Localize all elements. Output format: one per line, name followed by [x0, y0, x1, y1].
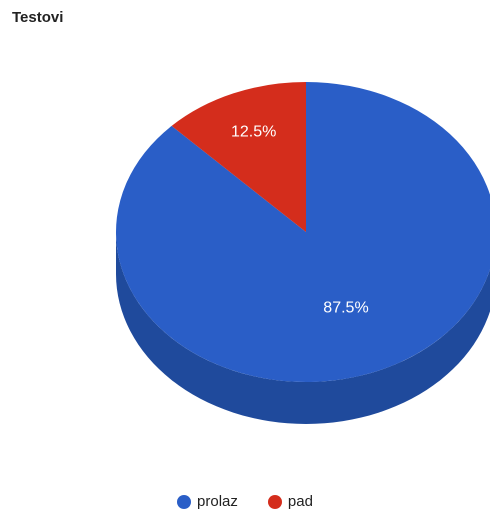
- legend-item-pad[interactable]: pad: [267, 493, 313, 510]
- pie-label-prolaz: 87.5%: [323, 299, 368, 316]
- legend: prolaz pad: [0, 493, 490, 510]
- legend-item-prolaz[interactable]: prolaz: [177, 493, 238, 510]
- chart-title: Testovi: [12, 9, 64, 26]
- pie-label-pad: 12.5%: [231, 123, 276, 140]
- pie-slice-prolaz[interactable]: [116, 82, 490, 382]
- legend-label-pad: pad: [287, 493, 313, 510]
- pie-side-prolaz: [116, 232, 490, 424]
- legend-swatch-pad: [267, 494, 282, 509]
- pie-chart: 87.5% 12.5%: [116, 82, 490, 424]
- legend-swatch-prolaz: [177, 494, 192, 509]
- legend-label-prolaz: prolaz: [197, 493, 238, 510]
- pie-slice-pad[interactable]: [171, 82, 306, 232]
